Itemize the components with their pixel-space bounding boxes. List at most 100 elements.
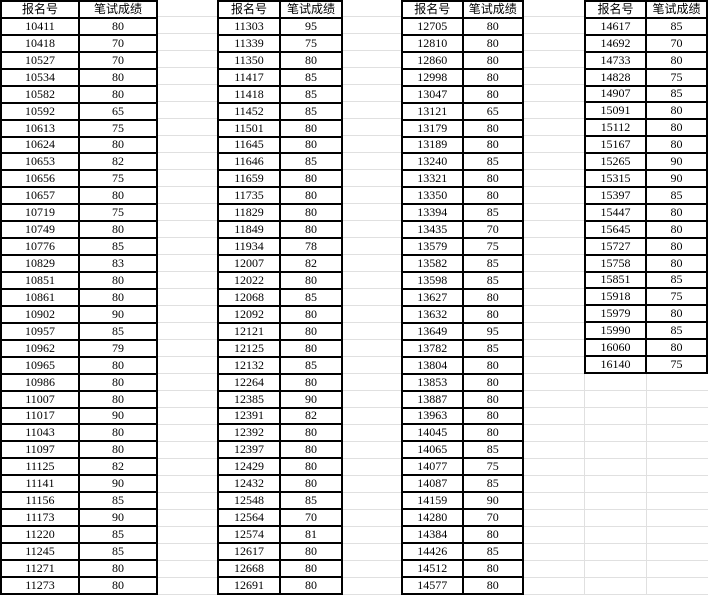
- cell-registration-id[interactable]: 14077: [401, 457, 464, 477]
- cell-registration-id[interactable]: 10657: [0, 186, 80, 206]
- cell-registration-id[interactable]: 15447: [584, 202, 647, 222]
- cell-registration-id[interactable]: 11350: [217, 50, 281, 70]
- cell-written-score[interactable]: 80: [78, 220, 158, 240]
- cell-registration-id[interactable]: 13321: [401, 169, 464, 189]
- cell-written-score[interactable]: 85: [279, 287, 343, 307]
- cell-written-score[interactable]: 80: [461, 135, 524, 155]
- cell-written-score[interactable]: 80: [645, 219, 708, 239]
- cell-registration-id[interactable]: 15091: [584, 101, 647, 121]
- cell-written-score[interactable]: 85: [78, 491, 158, 511]
- cell-written-score[interactable]: 75: [78, 169, 158, 189]
- cell-registration-id[interactable]: 14065: [401, 440, 464, 460]
- cell-written-score[interactable]: 80: [279, 338, 343, 358]
- cell-written-score[interactable]: 80: [279, 50, 343, 70]
- cell-written-score[interactable]: 80: [279, 304, 343, 324]
- cell-registration-id[interactable]: 13350: [401, 186, 464, 206]
- cell-written-score[interactable]: 80: [461, 118, 524, 138]
- cell-registration-id[interactable]: 12548: [217, 491, 281, 511]
- cell-registration-id[interactable]: 11273: [0, 575, 80, 595]
- cell-registration-id[interactable]: 13782: [401, 338, 464, 358]
- col-header-written-score[interactable]: 笔试成绩: [279, 0, 343, 19]
- cell-written-score[interactable]: 80: [78, 440, 158, 460]
- cell-written-score[interactable]: 95: [279, 16, 343, 36]
- cell-registration-id[interactable]: 14577: [401, 575, 464, 595]
- cell-written-score[interactable]: 80: [461, 33, 524, 53]
- cell-registration-id[interactable]: 15112: [584, 118, 647, 138]
- cell-written-score[interactable]: 80: [78, 186, 158, 206]
- cell-written-score[interactable]: 80: [279, 440, 343, 460]
- cell-written-score[interactable]: 85: [461, 474, 524, 494]
- cell-registration-id[interactable]: 10957: [0, 321, 80, 341]
- col-header-registration-id[interactable]: 报名号: [0, 0, 80, 19]
- cell-registration-id[interactable]: 14828: [584, 67, 647, 87]
- cell-registration-id[interactable]: 13240: [401, 152, 464, 172]
- cell-written-score[interactable]: 81: [279, 525, 343, 544]
- cell-written-score[interactable]: 80: [78, 575, 158, 595]
- cell-registration-id[interactable]: 15990: [584, 321, 647, 341]
- cell-written-score[interactable]: 80: [279, 542, 343, 561]
- cell-written-score[interactable]: 90: [279, 389, 343, 409]
- cell-registration-id[interactable]: 10582: [0, 84, 80, 104]
- cell-registration-id[interactable]: 11645: [217, 135, 281, 155]
- cell-written-score[interactable]: 80: [461, 558, 524, 578]
- cell-written-score[interactable]: 80: [279, 186, 343, 206]
- cell-registration-id[interactable]: 13627: [401, 287, 464, 307]
- cell-written-score[interactable]: 80: [645, 135, 708, 155]
- cell-written-score[interactable]: 75: [645, 67, 708, 87]
- cell-written-score[interactable]: 70: [279, 508, 343, 528]
- cell-registration-id[interactable]: 11452: [217, 101, 281, 121]
- cell-registration-id[interactable]: 14733: [584, 50, 647, 70]
- cell-registration-id[interactable]: 13582: [401, 254, 464, 273]
- cell-written-score[interactable]: 80: [279, 271, 343, 290]
- cell-written-score[interactable]: 80: [645, 50, 708, 70]
- cell-registration-id[interactable]: 10965: [0, 355, 80, 375]
- cell-registration-id[interactable]: 12385: [217, 389, 281, 409]
- cell-registration-id[interactable]: 11829: [217, 203, 281, 223]
- cell-registration-id[interactable]: 15645: [584, 219, 647, 239]
- cell-registration-id[interactable]: 11418: [217, 84, 281, 104]
- cell-written-score[interactable]: 85: [645, 84, 708, 104]
- cell-registration-id[interactable]: 14692: [584, 33, 647, 53]
- cell-written-score[interactable]: 80: [279, 203, 343, 223]
- cell-written-score[interactable]: 85: [279, 152, 343, 172]
- cell-registration-id[interactable]: 12391: [217, 406, 281, 426]
- cell-written-score[interactable]: 80: [78, 287, 158, 307]
- cell-registration-id[interactable]: 12705: [401, 16, 464, 36]
- cell-registration-id[interactable]: 12068: [217, 287, 281, 307]
- cell-registration-id[interactable]: 10861: [0, 287, 80, 307]
- cell-registration-id[interactable]: 15315: [584, 169, 647, 188]
- cell-registration-id[interactable]: 12617: [217, 542, 281, 561]
- cell-written-score[interactable]: 80: [461, 169, 524, 189]
- cell-written-score[interactable]: 80: [645, 253, 708, 273]
- cell-registration-id[interactable]: 10418: [0, 33, 80, 53]
- cell-registration-id[interactable]: 10776: [0, 237, 80, 257]
- cell-registration-id[interactable]: 16060: [584, 338, 647, 358]
- cell-written-score[interactable]: 90: [645, 169, 708, 188]
- cell-registration-id[interactable]: 15851: [584, 270, 647, 290]
- cell-registration-id[interactable]: 12007: [217, 254, 281, 273]
- cell-written-score[interactable]: 80: [645, 202, 708, 222]
- cell-registration-id[interactable]: 14087: [401, 474, 464, 494]
- cell-registration-id[interactable]: 11173: [0, 508, 80, 528]
- cell-written-score[interactable]: 80: [645, 338, 708, 358]
- cell-written-score[interactable]: 85: [78, 321, 158, 341]
- cell-registration-id[interactable]: 14512: [401, 558, 464, 578]
- cell-written-score[interactable]: 70: [78, 50, 158, 70]
- cell-written-score[interactable]: 80: [279, 372, 343, 392]
- cell-written-score[interactable]: 85: [461, 203, 524, 223]
- cell-written-score[interactable]: 70: [645, 33, 708, 53]
- cell-written-score[interactable]: 80: [279, 575, 343, 595]
- cell-written-score[interactable]: 85: [645, 270, 708, 290]
- cell-registration-id[interactable]: 10656: [0, 169, 80, 189]
- cell-registration-id[interactable]: 11043: [0, 423, 80, 443]
- cell-registration-id[interactable]: 13579: [401, 237, 464, 257]
- cell-registration-id[interactable]: 13963: [401, 406, 464, 426]
- cell-registration-id[interactable]: 10613: [0, 118, 80, 138]
- cell-written-score[interactable]: 95: [461, 321, 524, 341]
- cell-registration-id[interactable]: 13853: [401, 372, 464, 392]
- cell-registration-id[interactable]: 11849: [217, 220, 281, 240]
- cell-written-score[interactable]: 90: [78, 474, 158, 494]
- cell-registration-id[interactable]: 12397: [217, 440, 281, 460]
- cell-registration-id[interactable]: 13435: [401, 220, 464, 240]
- cell-registration-id[interactable]: 10719: [0, 203, 80, 223]
